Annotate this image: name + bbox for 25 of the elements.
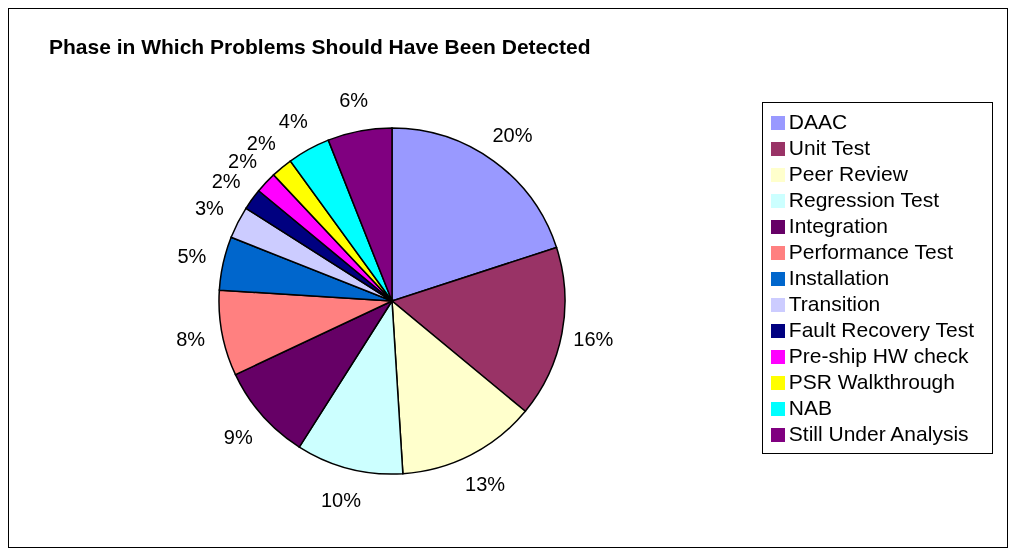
legend-label: Performance Test [788,240,953,263]
legend-label: Regression Test [788,188,940,211]
legend-label: Pre-ship HW check [788,344,969,367]
legend-label: Transition [788,292,881,315]
data-label: 8% [176,328,206,351]
data-label: 4% [278,110,308,133]
legend-label: Peer Review [788,162,908,185]
legend-label: Still Under Analysis [788,422,969,445]
data-label: 13% [465,472,506,495]
data-label: 6% [339,88,369,111]
data-label: 3% [194,196,225,219]
legend-label: Unit Test [788,136,871,159]
data-label: 16% [573,328,614,351]
legend-label: PSR Walkthrough [788,370,955,393]
legend-label: Installation [788,266,890,289]
data-label: 5% [177,245,207,268]
data-label: 10% [321,488,362,511]
legend-label: NAB [788,396,832,419]
chart-title: Phase in Which Problems Should Have Been Detected [49,35,591,59]
legend-label: Integration [788,214,889,237]
legend-label: Fault Recovery Test [788,318,974,341]
data-label: 20% [492,124,533,147]
data-label: 2% [211,169,241,192]
legend-label: DAAC [788,110,848,133]
data-label: 9% [223,425,253,448]
